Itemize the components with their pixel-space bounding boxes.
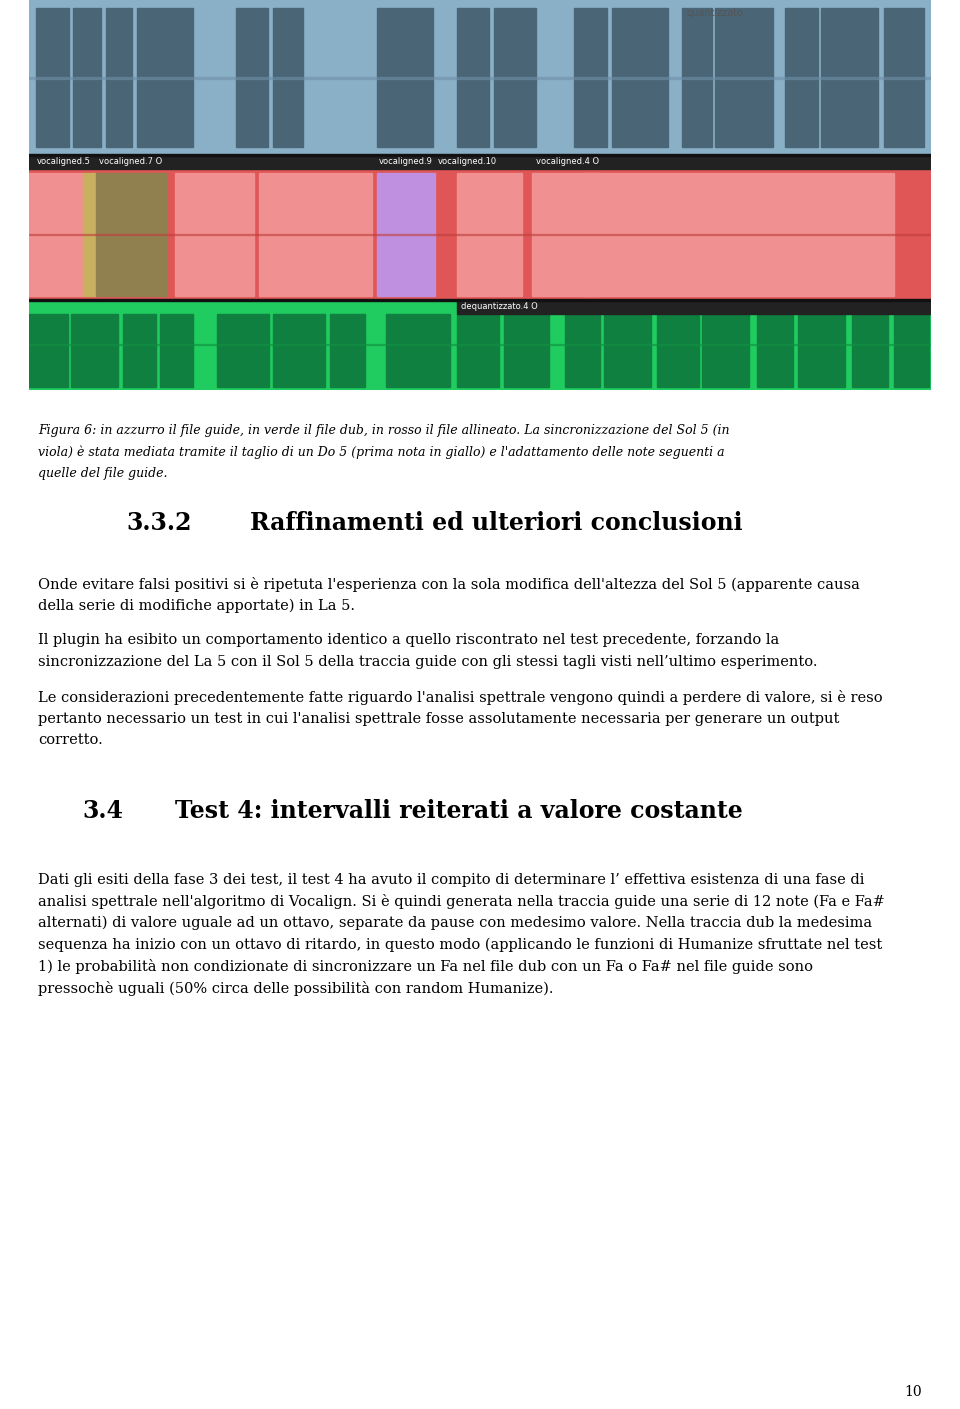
Text: Il plugin ha esibito un comportamento identico a quello riscontrato nel test pre: Il plugin ha esibito un comportamento id… bbox=[38, 633, 780, 647]
Bar bbox=[29, 155, 931, 300]
Bar bbox=[29, 155, 931, 169]
Bar bbox=[274, 8, 303, 147]
Bar bbox=[175, 173, 254, 296]
Bar bbox=[29, 77, 931, 79]
Bar bbox=[821, 8, 877, 147]
Text: 1) le probabilità non condizionate di sincronizzare un Fa nel file dub con un Fa: 1) le probabilità non condizionate di si… bbox=[38, 960, 813, 974]
Bar bbox=[386, 314, 450, 387]
Bar bbox=[457, 314, 499, 387]
Text: vocaligned.10: vocaligned.10 bbox=[438, 156, 497, 166]
Bar bbox=[884, 8, 924, 147]
Bar bbox=[329, 314, 366, 387]
Bar bbox=[123, 314, 156, 387]
Bar bbox=[657, 314, 699, 387]
Text: 3.3.2: 3.3.2 bbox=[127, 510, 192, 534]
Bar bbox=[29, 300, 931, 390]
Text: della serie di modifiche apportate) in La 5.: della serie di modifiche apportate) in L… bbox=[38, 599, 355, 613]
Text: viola) è stata mediata tramite il taglio di un Do 5 (prima nota in giallo) e l'a: viola) è stata mediata tramite il taglio… bbox=[38, 445, 725, 459]
Text: analisi spettrale nell'algoritmo di Vocalign. Si è quindi generata nella traccia: analisi spettrale nell'algoritmo di Voca… bbox=[38, 895, 885, 909]
Text: pertanto necessario un test in cui l'analisi spettrale fosse assolutamente neces: pertanto necessario un test in cui l'ana… bbox=[38, 712, 840, 726]
Text: pressochè uguali (50% circa delle possibilità con random Humanize).: pressochè uguali (50% circa delle possib… bbox=[38, 981, 554, 996]
Bar bbox=[894, 314, 929, 387]
Text: quelle del file guide.: quelle del file guide. bbox=[38, 468, 168, 480]
Bar bbox=[503, 314, 548, 387]
Bar bbox=[376, 8, 433, 147]
Bar bbox=[376, 173, 435, 296]
Bar bbox=[96, 173, 167, 296]
Bar bbox=[757, 314, 793, 387]
Bar bbox=[457, 8, 490, 147]
Text: Figura 6: in azzurro il file guide, in verde il file dub, in rosso il file allin: Figura 6: in azzurro il file guide, in v… bbox=[38, 424, 730, 437]
Bar bbox=[71, 314, 118, 387]
Text: Test 4: intervalli reiterati a valore costante: Test 4: intervalli reiterati a valore co… bbox=[176, 799, 743, 823]
Bar bbox=[274, 314, 324, 387]
Bar bbox=[235, 8, 269, 147]
Text: sincronizzazione del La 5 con il Sol 5 della traccia guide con gli stessi tagli : sincronizzazione del La 5 con il Sol 5 d… bbox=[38, 655, 818, 669]
Text: vocaligned.7 O: vocaligned.7 O bbox=[99, 156, 162, 166]
Bar bbox=[457, 300, 931, 314]
Bar bbox=[137, 8, 193, 147]
Bar bbox=[494, 8, 537, 147]
Bar bbox=[106, 8, 132, 147]
Bar bbox=[29, 314, 68, 387]
Bar bbox=[564, 314, 600, 387]
Text: dequantizzato.4 O: dequantizzato.4 O bbox=[461, 302, 538, 311]
Bar bbox=[852, 314, 888, 387]
Bar bbox=[715, 8, 773, 147]
Bar bbox=[217, 314, 269, 387]
Text: Onde evitare falsi positivi si è ripetuta l'esperienza con la sola modifica dell: Onde evitare falsi positivi si è ripetut… bbox=[38, 576, 860, 592]
Bar bbox=[604, 314, 651, 387]
Text: Le considerazioni precedentemente fatte riguardo l'analisi spettrale vengono qui: Le considerazioni precedentemente fatte … bbox=[38, 690, 883, 704]
Bar bbox=[29, 0, 931, 155]
Bar bbox=[612, 8, 668, 147]
Bar bbox=[29, 154, 931, 156]
Text: 10: 10 bbox=[904, 1385, 922, 1399]
Bar bbox=[160, 314, 193, 387]
Text: vocaligned.9: vocaligned.9 bbox=[378, 156, 432, 166]
Bar bbox=[532, 173, 599, 296]
Bar bbox=[73, 8, 101, 147]
Bar bbox=[702, 314, 749, 387]
Text: vocaligned.5: vocaligned.5 bbox=[36, 156, 90, 166]
Bar bbox=[798, 314, 845, 387]
Bar bbox=[683, 8, 712, 147]
Bar bbox=[584, 173, 729, 296]
Bar bbox=[785, 8, 818, 147]
Bar bbox=[29, 299, 931, 302]
Bar bbox=[36, 8, 69, 147]
Text: alternati) di valore uguale ad un ottavo, separate da pause con medesimo valore.: alternati) di valore uguale ad un ottavo… bbox=[38, 916, 873, 930]
Text: vocaligned.4 O: vocaligned.4 O bbox=[537, 156, 600, 166]
Text: sequenza ha inizio con un ottavo di ritardo, in questo modo (applicando le funzi: sequenza ha inizio con un ottavo di rita… bbox=[38, 937, 882, 952]
Text: Dati gli esiti della fase 3 dei test, il test 4 ha avuto il compito di determina: Dati gli esiti della fase 3 dei test, il… bbox=[38, 872, 865, 886]
Bar bbox=[84, 173, 96, 296]
Bar bbox=[259, 173, 372, 296]
Text: 3.4: 3.4 bbox=[83, 799, 124, 823]
Text: corretto.: corretto. bbox=[38, 734, 103, 747]
Bar bbox=[29, 173, 84, 296]
Bar bbox=[574, 8, 607, 147]
Text: quantizzato: quantizzato bbox=[686, 8, 744, 18]
Bar bbox=[457, 173, 522, 296]
Bar bbox=[729, 173, 894, 296]
Text: Raffinamenti ed ulteriori conclusioni: Raffinamenti ed ulteriori conclusioni bbox=[251, 510, 743, 534]
